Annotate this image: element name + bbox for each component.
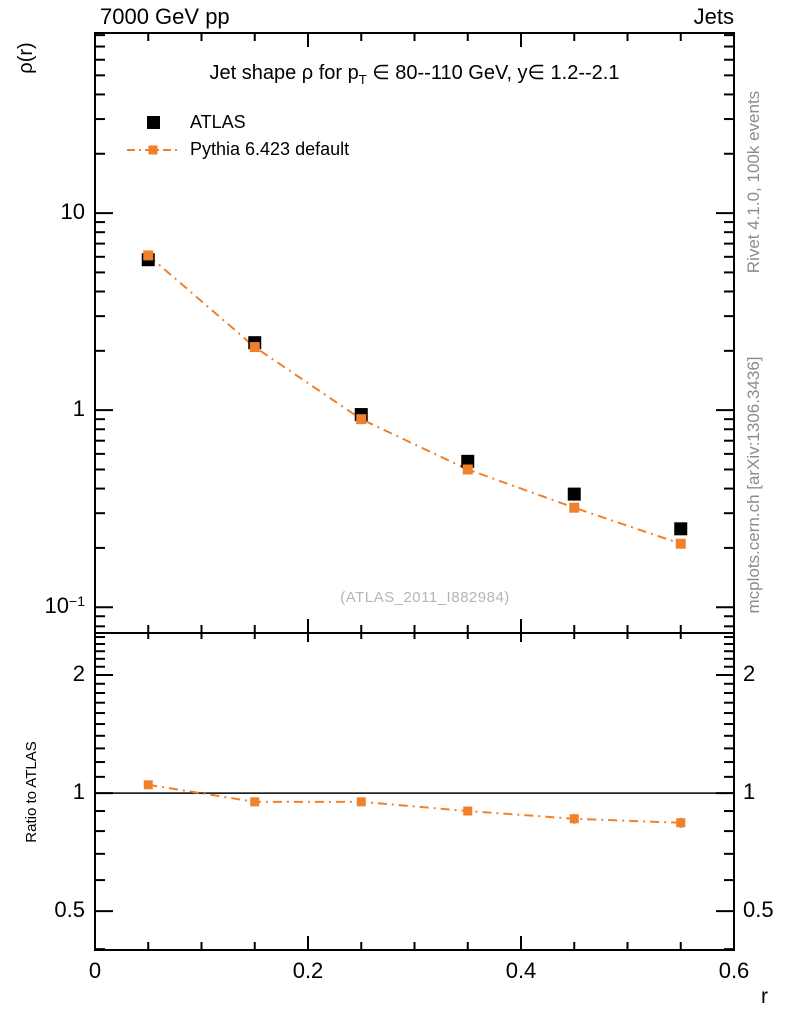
analysis-id-watermark: (ATLAS_2011_I882984) [340, 589, 510, 606]
x-tick-label: 0.6 [718, 958, 750, 983]
pythia-data-point [356, 414, 367, 425]
plot-title-pre: Jet shape ρ for p [209, 62, 359, 84]
x-tick-label: 0.2 [292, 958, 324, 983]
legend-label-pythia: Pythia 6.423 default [190, 139, 350, 159]
ratio-data-point [569, 814, 579, 824]
ratio-data-point [356, 797, 366, 807]
y-ratio-tick-label: 2 [743, 661, 756, 687]
beam-energy-label: 7000 GeV pp [100, 4, 230, 29]
y-main-tick-label: 10 [60, 199, 85, 225]
ratio-line [148, 783, 681, 824]
y-main-tick-label: 1 [72, 396, 85, 422]
atlas-square-marker-icon [127, 116, 179, 129]
atlas-data-point [567, 487, 581, 501]
plot-title-post: ∈ 80--110 GeV, y∈ 1.2--2.1 [366, 62, 620, 84]
pythia-data-point [675, 538, 686, 549]
ratio-data-point [143, 780, 153, 790]
analysis-group-label: Jets [693, 4, 734, 29]
ratio-data-point [463, 806, 473, 816]
y-ratio-tick-label: 1 [72, 779, 85, 805]
x-tick-label: 0 [88, 958, 102, 983]
atlas-data-point [674, 522, 688, 536]
x-tick-label: 0.4 [505, 958, 537, 983]
legend-item-pythia: Pythia 6.423 default [127, 136, 349, 163]
pythia-line [147, 254, 682, 545]
y-axis-label-main: ρ(r) [15, 42, 37, 74]
y-ratio-tick-label: 2 [72, 661, 85, 687]
plot-title: Jet shape ρ for pT ∈ 80--110 GeV, y∈ 1.2… [95, 60, 734, 87]
legend-label-atlas: ATLAS [190, 112, 246, 132]
plot-title-subscript: T [358, 72, 367, 87]
pythia-data-point [143, 250, 154, 261]
pythia-data-point [569, 502, 580, 513]
ratio-data-point [250, 797, 260, 807]
ratio-data-point [676, 818, 686, 828]
pythia-dashdot-marker-icon [127, 144, 179, 156]
pythia-data-point [249, 342, 260, 353]
x-axis-label: r [761, 985, 768, 1008]
pythia-data-point [462, 464, 473, 475]
legend: ATLAS Pythia 6.423 default [127, 109, 349, 163]
legend-item-atlas: ATLAS [127, 109, 349, 136]
mcplots-arxiv-note: mcplots.cern.ch [arXiv:1306.3436] [744, 356, 763, 614]
rivet-version-note: Rivet 4.1.0, 100k events [744, 90, 763, 274]
y-ratio-tick-label: 0.5 [54, 897, 85, 923]
y-main-tick-label: 10−1 [44, 593, 85, 619]
y-ratio-tick-label: 0.5 [743, 897, 774, 923]
y-ratio-tick-label: 1 [743, 779, 756, 805]
